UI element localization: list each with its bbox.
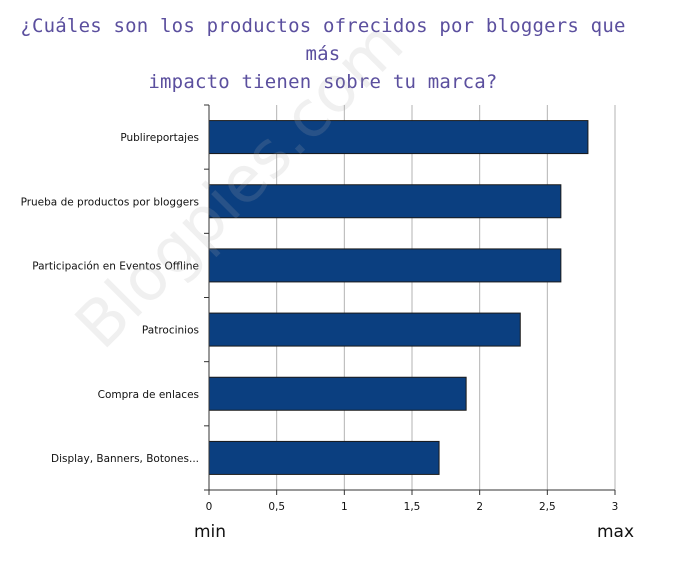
bar-3	[208, 248, 562, 283]
x-tick-label-0: 0	[206, 501, 213, 513]
category-label-4: Patrocinios	[142, 325, 199, 337]
chart-title: ¿Cuáles son los productos ofrecidos por …	[0, 12, 646, 96]
x-tick-label-5: 2,5	[539, 501, 556, 513]
category-label-1: Publireportajes	[120, 132, 199, 144]
bar-1	[208, 120, 589, 155]
x-tick-label-3: 1,5	[404, 501, 421, 513]
bar-6	[208, 440, 440, 475]
category-labels: Publireportajes Prueba de productos por b…	[21, 132, 199, 465]
bar-5	[208, 376, 467, 411]
bars	[208, 120, 589, 475]
min-label: min	[194, 522, 227, 542]
x-tick-label-6: 3	[612, 501, 619, 513]
bar-4	[208, 312, 521, 347]
max-label: max	[597, 522, 635, 542]
bar-2	[208, 184, 562, 219]
chart-title-line-1: ¿Cuáles son los productos ofrecidos por …	[20, 15, 626, 65]
category-label-6: Display, Banners, Botones...	[51, 453, 199, 465]
x-tick-label-1: 0,5	[268, 501, 285, 513]
category-label-5: Compra de enlaces	[98, 389, 199, 401]
axes	[204, 104, 616, 495]
x-tick-label-2: 1	[341, 501, 348, 513]
category-label-2: Prueba de productos por bloggers	[21, 196, 199, 208]
grid-lines	[276, 105, 616, 490]
x-tick-label-4: 2	[476, 501, 483, 513]
category-label-3: Participación en Eventos Offline	[32, 260, 199, 272]
chart-title-line-2: impacto tienen sobre tu marca?	[148, 71, 498, 93]
x-tick-labels: 0 0,5 1 1,5 2 2,5 3	[206, 501, 619, 513]
